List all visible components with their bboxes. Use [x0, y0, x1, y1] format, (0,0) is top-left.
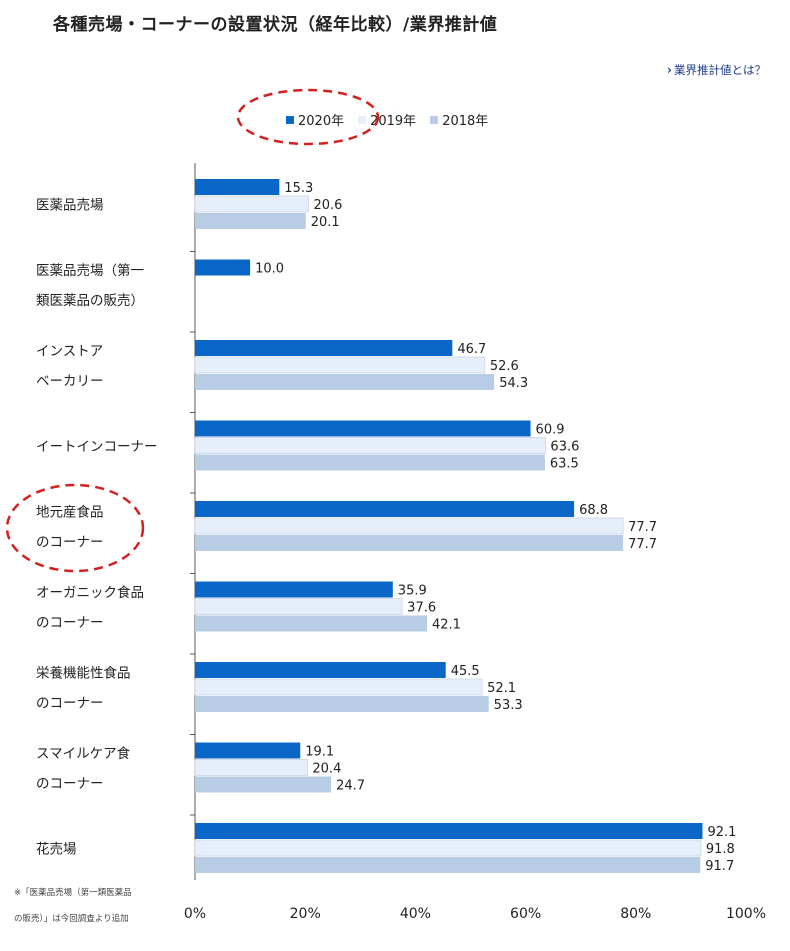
- data-label: 52.6: [490, 359, 519, 374]
- x-tick-label: 100%: [726, 906, 766, 922]
- legend-item-2018: 2018年: [430, 110, 488, 129]
- data-label: 91.8: [706, 842, 735, 857]
- bar-2020年: [195, 259, 251, 276]
- data-label: 45.5: [451, 664, 480, 679]
- chevron-right-icon: ›: [667, 63, 672, 77]
- bar-2018年: [195, 776, 332, 793]
- data-label: 54.3: [499, 376, 528, 391]
- bar-2019年: [194, 195, 309, 213]
- bar-2020年: [195, 581, 393, 598]
- bar-2018年: [195, 213, 306, 229]
- x-tick-label: 40%: [400, 906, 431, 922]
- data-label: 68.8: [579, 503, 608, 518]
- bar-2018年: [195, 374, 495, 390]
- category-label: 医薬品売場: [36, 198, 104, 214]
- data-label: 46.7: [457, 342, 486, 357]
- category-label: のコーナー: [36, 535, 104, 551]
- data-label: 20.6: [314, 198, 343, 213]
- data-label: 63.5: [550, 457, 579, 472]
- data-label: 19.1: [305, 745, 334, 760]
- data-label: 15.3: [284, 181, 313, 196]
- category-label: のコーナー: [36, 776, 104, 792]
- bar-2019年: [194, 598, 403, 615]
- data-label: 60.9: [536, 423, 565, 438]
- data-label: 92.1: [707, 825, 736, 840]
- bar-2020年: [195, 501, 575, 517]
- category-label: イートインコーナー: [36, 439, 158, 455]
- footnote: ※「医薬品売場（第一類医薬品 の販売）」は今回調査より追加: [14, 880, 174, 932]
- bar-2018年: [195, 615, 427, 632]
- legend-label-2018: 2018年: [442, 114, 489, 129]
- bar-2019年: [194, 678, 483, 696]
- data-label: 63.6: [550, 440, 579, 455]
- bar-2020年: [195, 742, 301, 759]
- category-label: インストア: [36, 344, 103, 360]
- x-tick-label: 80%: [620, 906, 651, 922]
- bar-2019年: [194, 517, 624, 535]
- category-label: 地元産食品: [36, 504, 104, 521]
- industry-estimate-link[interactable]: › 業界推計値とは？: [667, 62, 766, 78]
- bar-2020年: [195, 340, 453, 356]
- bar-2019年: [194, 759, 308, 776]
- legend-swatch-2020: [286, 115, 294, 124]
- category-label: ベーカリー: [36, 374, 104, 390]
- bar-2019年: [194, 437, 546, 454]
- category-label: のコーナー: [36, 615, 104, 631]
- chart-legend: 2020年 2019年 2018年: [286, 110, 488, 129]
- annotation-ellipse-category: [5, 483, 145, 573]
- legend-item-2019: 2019年: [358, 110, 416, 129]
- bar-2020年: [195, 662, 446, 678]
- bar-2018年: [195, 857, 701, 873]
- x-tick-label: 0%: [184, 906, 206, 922]
- page-title: 各種売場・コーナーの設置状況（経年比較）/業界推計値: [53, 15, 498, 35]
- x-tick-label: 60%: [510, 906, 541, 922]
- legend-label-2020: 2020年: [298, 114, 345, 129]
- data-label: 37.6: [407, 601, 436, 616]
- x-tick-label: 20%: [290, 906, 321, 922]
- data-label: 53.3: [494, 698, 523, 713]
- category-label: 栄養機能性食品: [36, 665, 131, 682]
- data-label: 20.4: [312, 762, 341, 777]
- bar-2018年: [195, 696, 489, 712]
- bar-2018年: [195, 535, 624, 551]
- data-label: 77.7: [628, 537, 657, 552]
- data-label: 42.1: [432, 618, 461, 633]
- data-label: 52.1: [487, 681, 516, 696]
- bar-2020年: [195, 179, 280, 195]
- category-label: 花売場: [36, 842, 77, 858]
- data-label: 77.7: [628, 520, 657, 535]
- category-label: オーガニック食品: [36, 584, 144, 601]
- annotation-ellipse-legend: [236, 88, 380, 146]
- data-label: 91.7: [705, 859, 734, 874]
- bar-2020年: [195, 823, 703, 839]
- bar-2019年: [194, 356, 486, 374]
- footnote-line-1: ※「医薬品売場（第一類医薬品: [14, 888, 132, 898]
- legend-swatch-2018: [430, 115, 439, 124]
- legend-label-2019: 2019年: [370, 114, 417, 129]
- category-label: 医薬品売場（第一: [36, 262, 144, 279]
- bar-2020年: [195, 420, 531, 437]
- footnote-line-2: の販売）」は今回調査より追加: [14, 914, 129, 924]
- data-label: 35.9: [398, 584, 427, 599]
- industry-estimate-link-label: 業界推計値とは？: [674, 63, 766, 77]
- category-label: のコーナー: [36, 696, 104, 712]
- legend-swatch-2019: [358, 115, 367, 124]
- category-label: 類医薬品の販売）: [36, 293, 144, 309]
- bar-2019年: [194, 839, 702, 857]
- bar-2018年: [195, 454, 545, 471]
- data-label: 20.1: [311, 215, 340, 230]
- legend-item-2020: 2020年: [286, 110, 344, 129]
- data-label: 24.7: [336, 779, 365, 794]
- data-label: 10.0: [255, 262, 284, 277]
- category-label: スマイルケア食: [36, 745, 131, 762]
